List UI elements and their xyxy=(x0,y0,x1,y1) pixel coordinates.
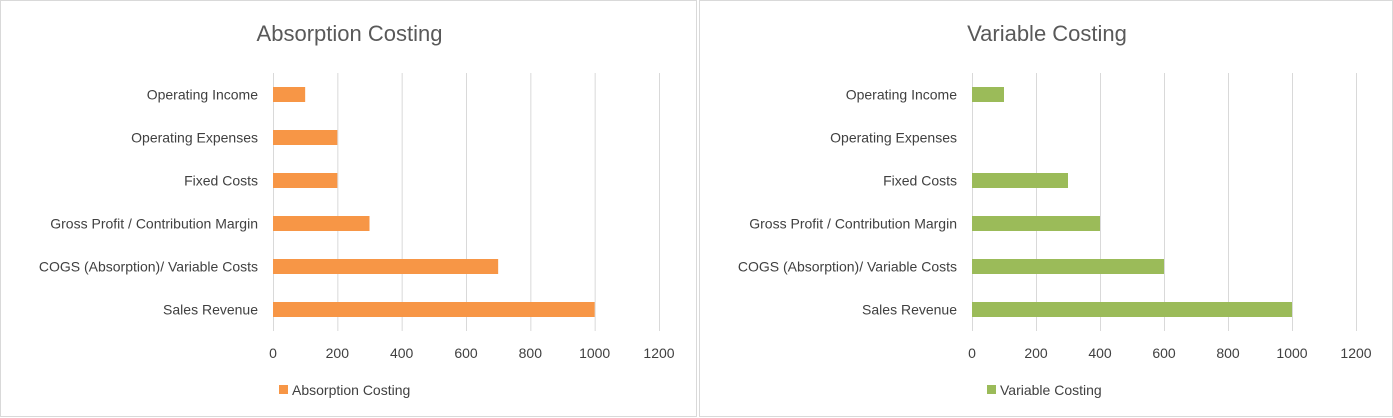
x-tick-label: 400 xyxy=(1088,345,1112,361)
absorption-costing-chart: Absorption Costing 0 200 400 600 800 1000 1200 S… xyxy=(0,0,697,417)
x-tick-label: 1000 xyxy=(579,345,610,361)
bar xyxy=(972,87,1004,102)
bar xyxy=(972,259,1164,274)
bar xyxy=(273,259,499,274)
legend-label: Variable Costing xyxy=(1000,382,1102,398)
x-tick-label: 800 xyxy=(519,345,543,361)
category-label: Operating Expenses xyxy=(131,130,258,146)
x-tick-label: 800 xyxy=(1216,345,1240,361)
x-tick-label: 1200 xyxy=(1340,345,1371,361)
category-label: Fixed Costs xyxy=(184,173,258,189)
x-tick-label: 600 xyxy=(1152,345,1176,361)
x-tick-label: 1200 xyxy=(643,345,674,361)
category-label: Gross Profit / Contribution Margin xyxy=(50,216,258,232)
legend-swatch xyxy=(279,385,288,394)
category-label: Sales Revenue xyxy=(163,302,258,318)
category-label: Operating Income xyxy=(147,87,258,103)
category-label: COGS (Absorption)/ Variable Costs xyxy=(39,259,258,275)
chart-title: Absorption Costing xyxy=(257,21,443,46)
bar xyxy=(273,173,338,188)
x-tick-label: 200 xyxy=(326,345,350,361)
bar xyxy=(273,130,338,145)
bar xyxy=(972,216,1100,231)
bar xyxy=(972,173,1068,188)
x-tick-label: 0 xyxy=(269,345,277,361)
variable-costing-svg: Variable Costing 0 200 400 600 800 1000 1200 Sal… xyxy=(738,21,1372,398)
x-tick-label: 1000 xyxy=(1276,345,1307,361)
bar xyxy=(273,302,595,317)
x-tick-label: 600 xyxy=(454,345,478,361)
category-label: Operating Expenses xyxy=(830,130,957,146)
x-tick-label: 400 xyxy=(390,345,414,361)
chart-title: Variable Costing xyxy=(967,21,1127,46)
bar xyxy=(273,87,306,102)
legend-swatch xyxy=(987,385,996,394)
category-label: Fixed Costs xyxy=(883,173,957,189)
bar xyxy=(972,302,1292,317)
category-label: Operating Income xyxy=(846,87,957,103)
legend-label: Absorption Costing xyxy=(292,382,410,398)
bar xyxy=(273,216,370,231)
absorption-costing-svg: Absorption Costing 0 200 400 600 800 1000 1200 S… xyxy=(39,21,675,398)
variable-costing-chart: Variable Costing 0 200 400 600 800 1000 1200 Sal… xyxy=(699,0,1393,417)
category-label: COGS (Absorption)/ Variable Costs xyxy=(738,259,957,275)
category-label: Sales Revenue xyxy=(862,302,957,318)
x-tick-label: 200 xyxy=(1024,345,1048,361)
x-tick-label: 0 xyxy=(968,345,976,361)
category-label: Gross Profit / Contribution Margin xyxy=(749,216,957,232)
